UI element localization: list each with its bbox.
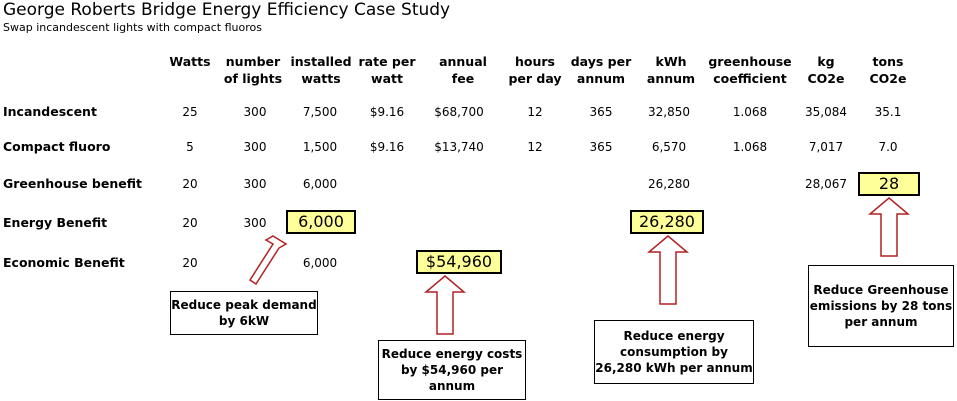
header-hours-per-day: hours per day [508,54,562,86]
arrow-to-kwh [646,235,690,305]
annual-fee-highlight: $54,960 [416,250,502,274]
table-cell: 1.068 [732,105,768,119]
table-cell: 300 [243,105,267,119]
header-installed-watts: installed watts [290,54,352,86]
row-label-greenhouse-benefit: Greenhouse benefit [3,176,142,191]
row-label-energy-benefit: Energy Benefit [3,215,108,230]
table-cell: 1.068 [732,140,768,154]
kwh-highlight: 26,280 [630,210,704,234]
table-cell: 35,084 [805,105,847,119]
table-cell: 20 [182,177,198,191]
row-label-compact-fluoro: Compact fluoro [3,139,111,154]
table-cell: 32,850 [648,105,690,119]
table-cell: 365 [589,105,613,119]
table-cell: 6,570 [651,140,687,154]
table-cell: 5 [186,140,194,154]
callout-greenhouse-emissions: Reduce Greenhouse emissions by 28 tons p… [808,265,954,347]
table-cell: $13,740 [434,140,484,154]
table-cell: 7,017 [808,140,844,154]
header-kwh-annum: kWh annum [646,54,696,86]
header-greenhouse-coefficient: greenhouse coefficient [708,54,792,86]
table-cell: 12 [527,105,543,119]
header-days-per-annum: days per annum [570,54,632,86]
table-cell: $9.16 [369,140,405,154]
table-cell: 26,280 [648,177,690,191]
row-label-economic-benefit: Economic Benefit [3,255,125,270]
header-kg-co2e: kg CO2e [807,54,845,86]
arrow-to-tons [867,197,911,257]
callout-energy-consumption: Reduce energy consumption by 26,280 kWh … [594,320,754,384]
row-label-incandescent: Incandescent [3,104,97,119]
table-cell: 300 [243,140,267,154]
installed-watts-highlight: 6,000 [286,210,356,234]
page-subtitle: Swap incandescent lights with compact fl… [3,21,262,34]
callout-peak-demand: Reduce peak demand by 6kW [170,291,318,335]
table-cell: 7,500 [302,105,338,119]
table-cell: 300 [243,177,267,191]
table-cell: 20 [182,256,198,270]
table-cell: 6,000 [302,256,338,270]
header-tons-co2e: tons CO2e [869,54,907,86]
table-cell: $68,700 [434,105,484,119]
table-cell: 28,067 [805,177,847,191]
table-cell: 7.0 [878,140,898,154]
table-cell: 1,500 [302,140,338,154]
header-watts: Watts [169,54,211,69]
table-cell: 25 [182,105,198,119]
tons-co2e-highlight: 28 [858,172,920,196]
header-number-of-lights: number of lights [223,54,283,86]
table-cell: 6,000 [302,177,338,191]
table-cell: 300 [243,216,267,230]
table-cell: 365 [589,140,613,154]
arrow-to-watts [248,235,288,286]
table-cell: 35.1 [874,105,902,119]
table-cell: 20 [182,216,198,230]
callout-energy-costs: Reduce energy costs by $54,960 per annum [378,340,526,400]
arrow-to-fee [423,275,467,335]
table-cell: 12 [527,140,543,154]
page-title: George Roberts Bridge Energy Efficiency … [3,0,451,20]
header-annual-fee: annual fee [439,54,487,86]
header-rate-per-watt: rate per watt [358,54,416,86]
table-cell: $9.16 [369,105,405,119]
